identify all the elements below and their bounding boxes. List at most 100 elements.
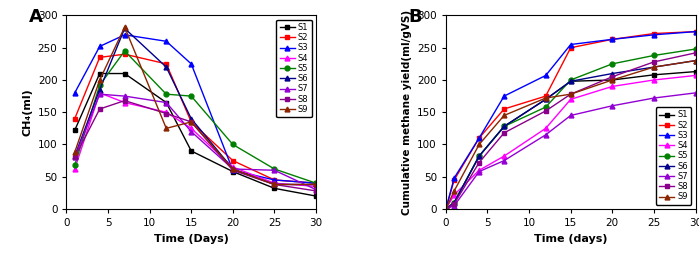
S1: [229, 170, 237, 173]
S8: [691, 51, 699, 54]
S7: [71, 156, 79, 159]
S9: [162, 127, 171, 130]
Y-axis label: Cumulative methane yield(ml/gVS): Cumulative methane yield(ml/gVS): [401, 10, 412, 215]
S7: [450, 204, 459, 207]
S1: [542, 98, 550, 101]
S4: [71, 167, 79, 171]
S3: [691, 30, 699, 33]
S4: [542, 127, 550, 130]
S7: [542, 133, 550, 136]
S4: [450, 193, 459, 196]
S3: [187, 62, 196, 66]
S8: [450, 202, 459, 205]
S9: [566, 93, 575, 96]
S1: [312, 195, 320, 198]
S6: [691, 59, 699, 62]
S9: [187, 120, 196, 124]
S5: [312, 182, 320, 185]
S7: [608, 104, 617, 107]
S4: [271, 182, 279, 185]
S6: [162, 66, 171, 69]
Line: S1: S1: [72, 71, 319, 198]
S9: [96, 78, 104, 82]
S8: [162, 112, 171, 115]
S4: [312, 185, 320, 188]
S6: [271, 183, 279, 186]
Text: B: B: [408, 8, 422, 26]
S5: [500, 125, 508, 128]
S2: [187, 120, 196, 124]
S3: [649, 33, 658, 36]
S5: [162, 93, 171, 96]
S3: [442, 207, 450, 211]
S2: [271, 179, 279, 182]
Line: S9: S9: [443, 58, 698, 211]
S4: [442, 207, 450, 211]
S2: [691, 30, 699, 33]
S4: [96, 91, 104, 94]
S3: [542, 74, 550, 77]
S3: [162, 40, 171, 43]
Legend: S1, S2, S3, S4, S5, S6, S7, S8, S9: S1, S2, S3, S4, S5, S6, S7, S8, S9: [656, 107, 691, 205]
S9: [649, 66, 658, 69]
S9: [71, 151, 79, 154]
S5: [566, 78, 575, 82]
S4: [500, 155, 508, 158]
S2: [96, 56, 104, 59]
S8: [542, 109, 550, 112]
X-axis label: Time (Days): Time (Days): [154, 233, 229, 244]
S6: [542, 98, 550, 101]
S1: [450, 201, 459, 204]
Legend: S1, S2, S3, S4, S5, S6, S7, S8, S9: S1, S2, S3, S4, S5, S6, S7, S8, S9: [276, 20, 312, 117]
S5: [229, 143, 237, 146]
S6: [229, 167, 237, 171]
S1: [162, 101, 171, 104]
S3: [96, 45, 104, 48]
S4: [229, 166, 237, 169]
S7: [649, 96, 658, 100]
S8: [187, 120, 196, 124]
S2: [566, 46, 575, 49]
S9: [500, 114, 508, 117]
S7: [120, 95, 129, 98]
S5: [608, 62, 617, 66]
S4: [649, 78, 658, 82]
S1: [475, 155, 483, 158]
S9: [475, 143, 483, 146]
S7: [312, 188, 320, 191]
S2: [500, 107, 508, 110]
S8: [229, 169, 237, 172]
S5: [649, 54, 658, 57]
S3: [229, 169, 237, 172]
S2: [229, 159, 237, 162]
S8: [608, 75, 617, 78]
S1: [96, 72, 104, 75]
S6: [71, 155, 79, 158]
S8: [566, 93, 575, 96]
S2: [542, 95, 550, 98]
S1: [442, 207, 450, 211]
S9: [229, 167, 237, 171]
S6: [566, 80, 575, 83]
S9: [691, 59, 699, 62]
S8: [442, 207, 450, 211]
S5: [271, 167, 279, 171]
S1: [120, 72, 129, 75]
S9: [450, 189, 459, 192]
S8: [649, 60, 658, 63]
S2: [71, 117, 79, 120]
S2: [475, 136, 483, 140]
Line: S6: S6: [443, 58, 698, 211]
S9: [542, 96, 550, 100]
S4: [566, 98, 575, 101]
S5: [187, 95, 196, 98]
S1: [566, 80, 575, 83]
Line: S4: S4: [443, 73, 698, 211]
S3: [608, 38, 617, 41]
S4: [120, 101, 129, 104]
S9: [608, 78, 617, 82]
S6: [500, 125, 508, 128]
S7: [229, 167, 237, 171]
S5: [120, 50, 129, 53]
S5: [475, 155, 483, 158]
